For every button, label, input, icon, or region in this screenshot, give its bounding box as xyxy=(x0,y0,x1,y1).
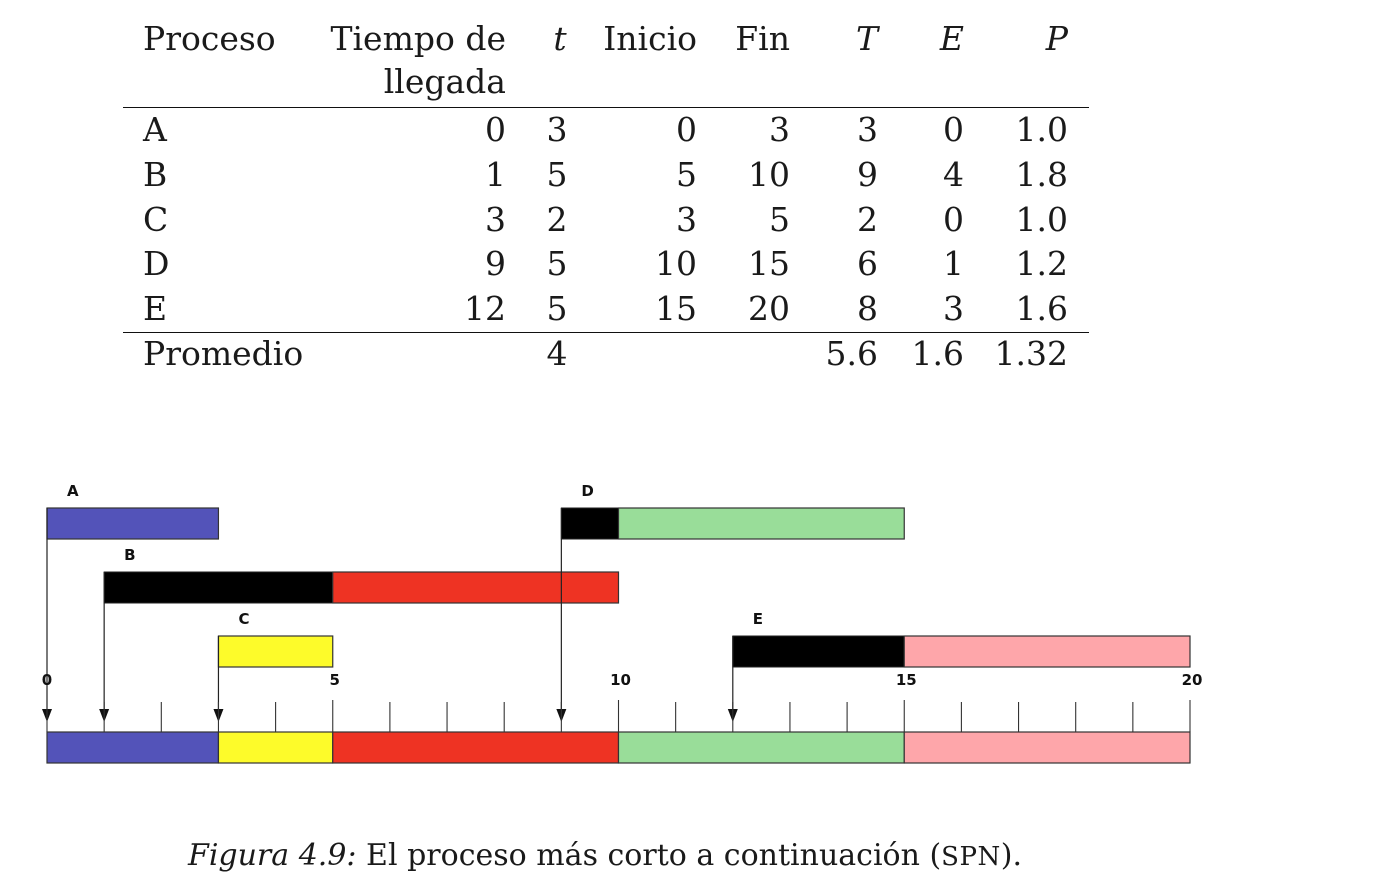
timeline-segment-e xyxy=(903,731,1191,764)
table-cell-fin: 3 xyxy=(769,110,790,149)
header-T: T xyxy=(855,19,878,58)
timeline-segment-a xyxy=(46,731,220,764)
table-cell-fin: 5 xyxy=(769,199,790,239)
results-table: Proceso Tiempo de llegada t Inicio Fin T… xyxy=(0,0,1376,400)
timeline-segment-d xyxy=(617,731,905,764)
header-P: P xyxy=(1045,19,1068,58)
header-fin: Fin xyxy=(735,19,790,58)
header-rule xyxy=(123,107,1089,108)
footer-t: 4 xyxy=(546,334,568,373)
table-cell-T: 8 xyxy=(857,289,878,329)
table-cell-P: 1.6 xyxy=(1015,289,1068,329)
footer-E: 1.6 xyxy=(911,334,964,373)
wait-bar-b xyxy=(103,571,334,604)
table-cell-P: 1.8 xyxy=(1015,154,1068,194)
axis-tick-label: 5 xyxy=(330,671,340,689)
timeline-segment-b xyxy=(332,731,620,764)
table-cell-proceso: C xyxy=(143,199,169,239)
table-cell-inicio: 0 xyxy=(676,110,697,149)
table-cell-E: 3 xyxy=(943,289,964,329)
table-cell-T: 3 xyxy=(857,110,878,149)
table-cell-proceso: A xyxy=(143,110,167,149)
table-cell-llegada: 9 xyxy=(485,244,506,284)
table-cell-inicio: 15 xyxy=(655,289,697,329)
process-label-e: E xyxy=(753,610,763,628)
axis-tick-label: 0 xyxy=(42,671,52,689)
process-label-c: C xyxy=(238,610,249,628)
wait-bar-e xyxy=(732,635,905,668)
header-t: t xyxy=(553,19,567,58)
table-cell-fin: 20 xyxy=(748,289,790,329)
table-cell-E: 1 xyxy=(943,244,964,284)
exec-bar-b xyxy=(332,571,620,604)
table-cell-llegada: 1 xyxy=(485,154,506,194)
table-cell-P: 1.2 xyxy=(1015,244,1068,284)
footer-T: 5.6 xyxy=(825,334,878,373)
table-cell-t: 2 xyxy=(546,199,568,239)
process-label-a: A xyxy=(67,482,79,500)
wait-bar-d xyxy=(560,507,619,540)
figure-caption: Figura 4.9: El proceso más corto a conti… xyxy=(0,838,1210,873)
table-cell-t: 5 xyxy=(546,154,568,194)
exec-bar-e xyxy=(903,635,1191,668)
exec-bar-a xyxy=(46,507,220,540)
exec-bar-d xyxy=(617,507,905,540)
process-label-b: B xyxy=(124,546,135,564)
footer-label: Promedio xyxy=(143,334,304,373)
table-cell-llegada: 3 xyxy=(485,199,506,239)
table-cell-llegada: 0 xyxy=(485,110,506,149)
caption-abbr: SPN xyxy=(941,842,1001,872)
table-cell-P: 1.0 xyxy=(1015,110,1068,149)
header-llegada-line1: Tiempo de xyxy=(330,19,506,58)
footer-P: 1.32 xyxy=(994,334,1068,373)
table-cell-inicio: 3 xyxy=(676,199,697,239)
table-cell-t: 3 xyxy=(546,110,568,149)
table-cell-E: 0 xyxy=(943,199,964,239)
table-cell-P: 1.0 xyxy=(1015,199,1068,239)
table-cell-inicio: 5 xyxy=(676,154,697,194)
exec-bar-c xyxy=(217,635,334,668)
table-cell-E: 0 xyxy=(943,110,964,149)
header-inicio: Inicio xyxy=(603,19,697,58)
table-cell-E: 4 xyxy=(943,154,964,194)
gantt-chart: A B C D E 0 5 10 15 20 xyxy=(42,482,1203,764)
process-label-d: D xyxy=(581,482,593,500)
timeline-segment-c xyxy=(217,731,334,764)
table-cell-T: 9 xyxy=(857,154,878,194)
caption-label: Figura 4.9: xyxy=(188,838,357,873)
header-llegada-line2: llegada xyxy=(383,62,506,101)
caption-text-before: El proceso más corto a continuación ( xyxy=(356,838,942,873)
header-proceso: Proceso xyxy=(143,19,276,58)
table-cell-inicio: 10 xyxy=(655,244,697,284)
table-cell-proceso: D xyxy=(143,244,170,284)
table-cell-proceso: E xyxy=(143,289,168,329)
table-cell-proceso: B xyxy=(143,154,168,194)
table-cell-t: 5 xyxy=(546,289,568,329)
table-cell-fin: 10 xyxy=(748,154,790,194)
table-cell-fin: 15 xyxy=(748,244,790,284)
header-E: E xyxy=(939,19,964,58)
footer-rule xyxy=(123,332,1089,333)
table-cell-T: 6 xyxy=(857,244,878,284)
axis-tick-label: 15 xyxy=(896,671,917,689)
caption-text-after: ). xyxy=(1000,838,1022,873)
table-cell-llegada: 12 xyxy=(464,289,506,329)
axis-tick-label: 20 xyxy=(1182,671,1203,689)
axis-tick-label: 10 xyxy=(610,671,631,689)
table-cell-t: 5 xyxy=(546,244,568,284)
table-cell-T: 2 xyxy=(857,199,878,239)
